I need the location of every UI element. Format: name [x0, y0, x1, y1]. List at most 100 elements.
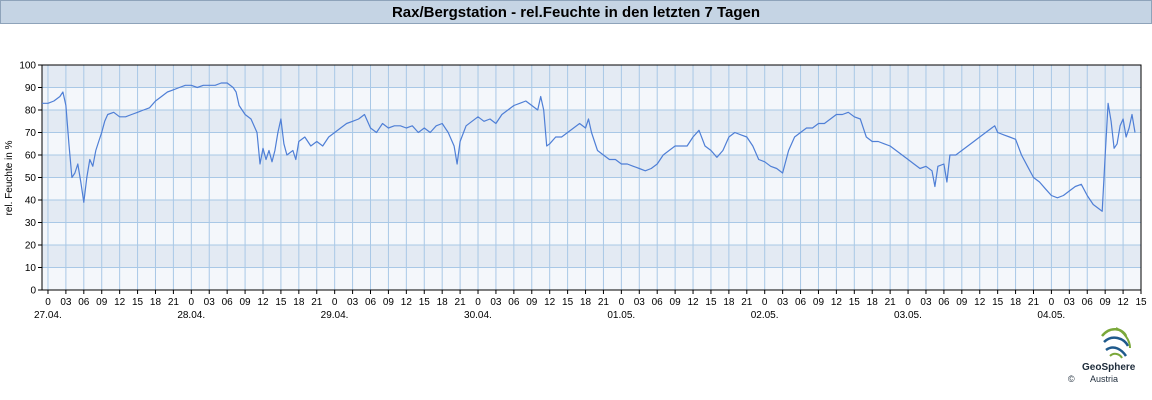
x-tick-label: 09: [813, 297, 825, 308]
geosphere-logo: GeoSphere © Austria: [1060, 322, 1150, 388]
x-tick-label: 09: [670, 297, 682, 308]
x-tick-label: 09: [383, 297, 395, 308]
x-tick-label: 09: [240, 297, 252, 308]
y-tick-label: 50: [25, 173, 37, 184]
plot-frame: [41, 64, 1142, 291]
x-tick-label: 09: [526, 297, 538, 308]
y-tick-label: 60: [25, 151, 37, 162]
band: [42, 200, 1141, 223]
x-tick-label: 21: [598, 297, 610, 308]
logo-sub: Austria: [1090, 374, 1119, 384]
x-tick-label: 15: [275, 297, 287, 308]
x-tick-label: 03: [490, 297, 502, 308]
day-label: 01.05.: [607, 310, 635, 321]
x-tick-label: 06: [652, 297, 664, 308]
x-tick-label: 0: [332, 297, 338, 308]
x-tick-label: 06: [938, 297, 950, 308]
y-tick-labels: 0 10 20 30 40 50 60 70 80 90 100: [19, 61, 36, 297]
x-tick-label: 12: [401, 297, 413, 308]
plot-border: [41, 64, 1142, 291]
x-tick-label: 0: [475, 297, 481, 308]
x-tick-label: 15: [705, 297, 717, 308]
y-tick-label: 10: [25, 263, 37, 274]
y-tick-label: 0: [30, 286, 36, 297]
y-tick-label: 90: [25, 83, 37, 94]
day-label: 29.04.: [321, 310, 349, 321]
y-tick-label: 100: [19, 61, 36, 72]
x-tick-label: 12: [687, 297, 699, 308]
y-tick-label: 40: [25, 196, 37, 207]
y-tick-label: 20: [25, 241, 37, 252]
x-tick-label: 06: [365, 297, 377, 308]
band: [42, 155, 1141, 178]
band: [42, 65, 1141, 88]
x-tick-label: 21: [168, 297, 180, 308]
x-tick-label: 06: [1082, 297, 1094, 308]
band: [42, 132, 1141, 155]
x-tick-label: 18: [437, 297, 449, 308]
x-tick-label: 15: [849, 297, 861, 308]
x-tick-labels: 0 03 06 09 12 15 18 21 0 03 06 09 12 15 18 21 0 03 06 09 12 1…: [45, 297, 1147, 308]
x-tick-label: 0: [1049, 297, 1055, 308]
series-group: [42, 82, 1136, 212]
band: [42, 267, 1141, 290]
day-label: 04.05.: [1037, 310, 1065, 321]
x-tick-label: 15: [419, 297, 431, 308]
y-axis-label: rel. Feuchte in %: [4, 140, 15, 215]
x-tick-label: 03: [60, 297, 72, 308]
x-tick-label: 03: [634, 297, 646, 308]
y-tick-label: 80: [25, 106, 37, 117]
x-tick-label: 03: [347, 297, 359, 308]
x-tick-label: 21: [1028, 297, 1040, 308]
x-tick-label: 03: [920, 297, 932, 308]
band: [42, 177, 1141, 200]
x-tick-label: 15: [132, 297, 144, 308]
x-tick-label: 06: [222, 297, 234, 308]
x-tick-label: 18: [580, 297, 592, 308]
chart-title-bar: Rax/Bergstation - rel.Feuchte in den let…: [0, 0, 1152, 24]
x-tick-label: 12: [974, 297, 986, 308]
chart-title: Rax/Bergstation - rel.Feuchte in den let…: [391, 3, 761, 21]
x-tick-label: 15: [992, 297, 1004, 308]
x-tick-label: 15: [1135, 297, 1147, 308]
series-line: [42, 82, 1136, 212]
x-tick-label: 18: [723, 297, 735, 308]
x-tick-label: 18: [867, 297, 879, 308]
x-tick-label: 03: [777, 297, 789, 308]
x-tick-label: 06: [78, 297, 90, 308]
geosphere-emblem-icon: [1101, 327, 1131, 359]
band: [42, 110, 1141, 133]
x-tick-label: 12: [544, 297, 556, 308]
x-tick-label: 0: [619, 297, 625, 308]
x-tick-label: 03: [204, 297, 216, 308]
x-tick-label: 03: [1064, 297, 1076, 308]
x-tick-label: 09: [1100, 297, 1112, 308]
day-label: 28.04.: [177, 310, 205, 321]
x-tick-label: 21: [885, 297, 897, 308]
x-tick-label: 06: [795, 297, 807, 308]
x-tick-label: 09: [956, 297, 968, 308]
x-tick-label: 21: [455, 297, 467, 308]
x-tick-label: 06: [508, 297, 520, 308]
x-tick-label: 15: [562, 297, 574, 308]
y-tick-label: 30: [25, 218, 37, 229]
x-tick-label: 18: [1010, 297, 1022, 308]
x-tick-label: 12: [257, 297, 269, 308]
x-tick-label: 21: [311, 297, 323, 308]
x-tick-label: 0: [905, 297, 911, 308]
day-labels: 27.04. 28.04. 29.04. 30.04. 01.05. 02.05. 03.0…: [34, 310, 1065, 321]
x-tick-label: 18: [150, 297, 162, 308]
logo-name: GeoSphere: [1082, 362, 1136, 373]
x-tick-label: 12: [114, 297, 126, 308]
x-tick-label: 21: [741, 297, 753, 308]
x-tick-label: 09: [96, 297, 108, 308]
x-tick-label: 12: [1118, 297, 1130, 308]
band: [42, 87, 1141, 110]
day-label: 30.04.: [464, 310, 492, 321]
x-tick-label: 0: [762, 297, 768, 308]
band: [42, 245, 1141, 268]
x-tick-label: 0: [45, 297, 51, 308]
x-tick-label: 18: [293, 297, 305, 308]
day-label: 27.04.: [34, 310, 62, 321]
